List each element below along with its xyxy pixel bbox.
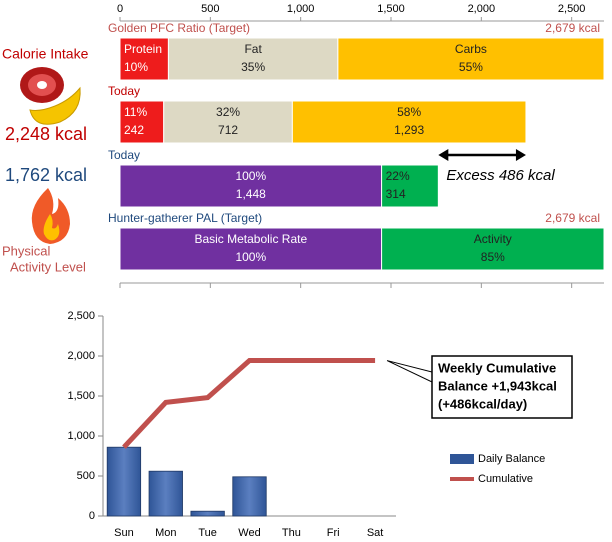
callout-text: Weekly Cumulative (438, 360, 556, 375)
x-tick-label: 500 (201, 3, 219, 15)
x-tick-label: 1,500 (377, 3, 405, 15)
segment-label: Protein (124, 42, 162, 56)
y-tick-label: 500 (77, 470, 95, 482)
x-tick-label: Mon (155, 527, 176, 539)
segment (381, 164, 439, 208)
legend-label: Daily Balance (478, 453, 545, 465)
segment-label: 11% (124, 105, 147, 119)
segment-label: 242 (124, 123, 144, 137)
segment-label: Activity (474, 232, 512, 246)
arrow-head (438, 149, 526, 161)
segment-label: 10% (124, 60, 148, 74)
segment-label: 58% (397, 105, 421, 119)
callout-text: Balance +1,943kcal (438, 378, 557, 393)
callout-text: (+486kcal/day) (438, 396, 527, 411)
pal-label: Physical (2, 243, 51, 258)
segment-label: 100% (235, 169, 266, 183)
segment-label: 35% (241, 60, 265, 74)
x-tick-label: 0 (117, 3, 123, 15)
row-label: Today (108, 148, 140, 162)
flame-icon (31, 188, 70, 244)
segment-label: Fat (244, 42, 262, 56)
row-label: Golden PFC Ratio (Target) (108, 21, 250, 35)
bar (190, 510, 225, 517)
annotation: Excess 486 kcal (446, 167, 555, 184)
segment-label: 85% (481, 250, 505, 264)
segment-label: 1,293 (394, 123, 424, 137)
total-label: 2,679 kcal (545, 21, 600, 35)
segment (119, 227, 383, 271)
y-tick-label: 2,500 (67, 310, 95, 322)
expenditure-value: 1,762 kcal (5, 165, 87, 185)
y-tick-label: 0 (89, 510, 95, 522)
callout-box (431, 355, 573, 419)
row-label: Today (108, 84, 140, 98)
segment-label: 712 (218, 123, 238, 137)
segment (119, 100, 165, 144)
segment (381, 227, 605, 271)
y-tick-label: 1,500 (67, 390, 95, 402)
x-tick-label: Wed (238, 527, 260, 539)
x-tick-label: Fri (327, 527, 340, 539)
total-label: 2,679 kcal (545, 211, 600, 225)
segment-label: 314 (386, 187, 406, 201)
segment (291, 100, 527, 144)
segment (119, 164, 383, 208)
bar (106, 446, 142, 517)
segment-label: 22% (386, 169, 410, 183)
x-tick-label: Sat (367, 527, 384, 539)
x-tick-label: 2,500 (558, 3, 586, 15)
food-icon (20, 67, 81, 125)
segment-label: Basic Metabolic Rate (194, 232, 307, 246)
bar (148, 470, 183, 517)
x-tick-label: Thu (282, 527, 301, 539)
legend-swatch (450, 454, 474, 464)
x-tick-label: Sun (114, 527, 134, 539)
y-tick-label: 1,000 (67, 430, 95, 442)
segment-label: 32% (216, 105, 240, 119)
bar (232, 476, 267, 517)
segment (163, 100, 293, 144)
intake-value: 2,248 kcal (5, 124, 87, 144)
x-tick-label: Tue (198, 527, 217, 539)
pal-label: Activity Level (10, 259, 86, 274)
x-tick-label: 1,000 (287, 3, 315, 15)
segment-label: 55% (459, 60, 483, 74)
y-tick-label: 2,000 (67, 350, 95, 362)
legend-label: Cumulative (478, 473, 533, 485)
segment-label: 1,448 (236, 187, 266, 201)
x-tick-label: 2,000 (468, 3, 496, 15)
segment-label: 100% (235, 250, 266, 264)
line (122, 358, 376, 449)
segment (337, 37, 605, 81)
intake-title: Calorie Intake (2, 46, 89, 62)
segment-label: Carbs (455, 42, 487, 56)
row-label: Hunter-gatherer PAL (Target) (108, 211, 262, 225)
